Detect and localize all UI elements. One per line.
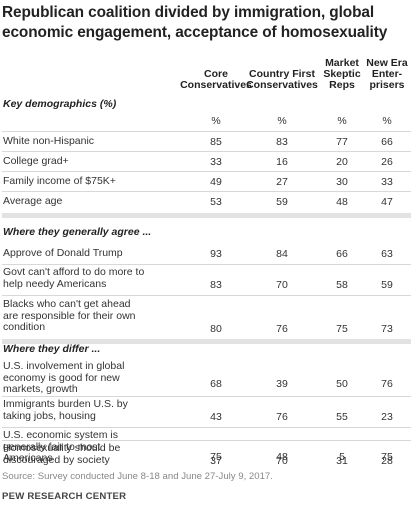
column-header-core-conservatives: Core Conservatives [180, 68, 252, 91]
row-label: Average age [3, 195, 63, 207]
value-market-skeptic-reps: 75 [336, 323, 348, 335]
value-country-first-conservatives: 70 [276, 279, 288, 291]
value-market-skeptic-reps: 55 [336, 411, 348, 423]
value-new-era-enterprisers: 76 [381, 378, 393, 390]
value-new-era-enterprisers: 47 [381, 196, 393, 208]
value-core-conservatives: 37 [210, 455, 222, 467]
value-new-era-enterprisers: 33 [381, 176, 393, 188]
row-divider [2, 264, 411, 265]
section-title-key-demographics: Key demographics (%) [3, 98, 117, 110]
row-label: Govt can't afford to do more to help nee… [3, 266, 145, 290]
value-new-era-enterprisers: 66 [381, 136, 393, 148]
row-label: Homosexuality should be discouraged by s… [3, 442, 121, 466]
value-new-era-enterprisers: 59 [381, 279, 393, 291]
value-country-first-conservatives: 83 [276, 136, 288, 148]
value-market-skeptic-reps: % [337, 115, 347, 127]
value-country-first-conservatives: 48 [276, 451, 288, 463]
section-title-differ: Where they differ ... [3, 343, 101, 355]
value-market-skeptic-reps: 20 [336, 156, 348, 168]
row-label: White non-Hispanic [3, 135, 95, 147]
row-label: Blacks who can't get ahead are responsib… [3, 298, 136, 333]
value-new-era-enterprisers: % [382, 115, 392, 127]
value-new-era-enterprisers: 23 [381, 411, 393, 423]
brand-footer: PEW RESEARCH CENTER [2, 491, 127, 502]
value-core-conservatives: 80 [210, 323, 222, 335]
row-label: U.S. economic system is generally fair t… [3, 429, 118, 464]
value-country-first-conservatives: 16 [276, 156, 288, 168]
value-country-first-conservatives: 27 [276, 176, 288, 188]
value-core-conservatives: 83 [210, 279, 222, 291]
value-new-era-enterprisers: 75 [381, 451, 393, 463]
title-line: Republican coalition divided by immigrat… [2, 4, 375, 21]
row-divider [2, 427, 411, 428]
row-divider [2, 191, 411, 192]
column-header-country-first-conservatives: Country First Conservatives [246, 68, 318, 91]
source-note: Source: Survey conducted June 8-18 and J… [2, 471, 273, 482]
section-title-generally-agree: Where they generally agree ... [3, 226, 152, 238]
value-market-skeptic-reps: 30 [336, 176, 348, 188]
value-new-era-enterprisers: 63 [381, 248, 393, 260]
value-country-first-conservatives: 39 [276, 378, 288, 390]
row-divider [2, 171, 411, 172]
value-core-conservatives: 43 [210, 411, 222, 423]
title-line: economic engagement, acceptance of homos… [2, 23, 388, 41]
value-market-skeptic-reps: 77 [336, 136, 348, 148]
value-country-first-conservatives: 59 [276, 196, 288, 208]
value-new-era-enterprisers: 26 [381, 156, 393, 168]
row-divider [2, 131, 411, 132]
value-country-first-conservatives: 84 [276, 248, 288, 260]
value-market-skeptic-reps: 48 [336, 196, 348, 208]
value-market-skeptic-reps: 58 [336, 279, 348, 291]
value-market-skeptic-reps: 5 [339, 451, 345, 463]
row-label: U.S. involvement in global economy is go… [3, 360, 125, 395]
row-divider [2, 295, 411, 296]
value-core-conservatives: % [211, 115, 221, 127]
row-label: College grad+ [3, 155, 69, 167]
row-divider [2, 151, 411, 152]
value-core-conservatives: 33 [210, 156, 222, 168]
value-country-first-conservatives: 70 [276, 455, 288, 467]
row-divider [2, 440, 411, 441]
value-country-first-conservatives: 76 [276, 411, 288, 423]
value-market-skeptic-reps: 66 [336, 248, 348, 260]
value-new-era-enterprisers: 28 [381, 455, 393, 467]
section-divider [2, 339, 411, 344]
value-core-conservatives: 53 [210, 196, 222, 208]
value-country-first-conservatives: % [277, 115, 287, 127]
value-core-conservatives: 85 [210, 136, 222, 148]
column-header-new-era-enterprisers: New Era Enter- prisers [366, 57, 408, 91]
value-core-conservatives: 93 [210, 248, 222, 260]
row-divider [2, 396, 411, 397]
column-header-market-skeptic-reps: Market Skeptic Reps [323, 57, 361, 91]
value-core-conservatives: 75 [210, 451, 222, 463]
value-market-skeptic-reps: 31 [336, 455, 348, 467]
chart-title: Republican coalition divided by immigrat… [2, 3, 410, 42]
value-market-skeptic-reps: 50 [336, 378, 348, 390]
row-label: Approve of Donald Trump [3, 247, 123, 259]
value-core-conservatives: 49 [210, 176, 222, 188]
row-label: Immigrants burden U.S. by taking jobs, h… [3, 398, 128, 422]
value-core-conservatives: 68 [210, 378, 222, 390]
row-label: Family income of $75K+ [3, 175, 116, 187]
value-new-era-enterprisers: 73 [381, 323, 393, 335]
section-divider [2, 213, 411, 218]
value-country-first-conservatives: 76 [276, 323, 288, 335]
